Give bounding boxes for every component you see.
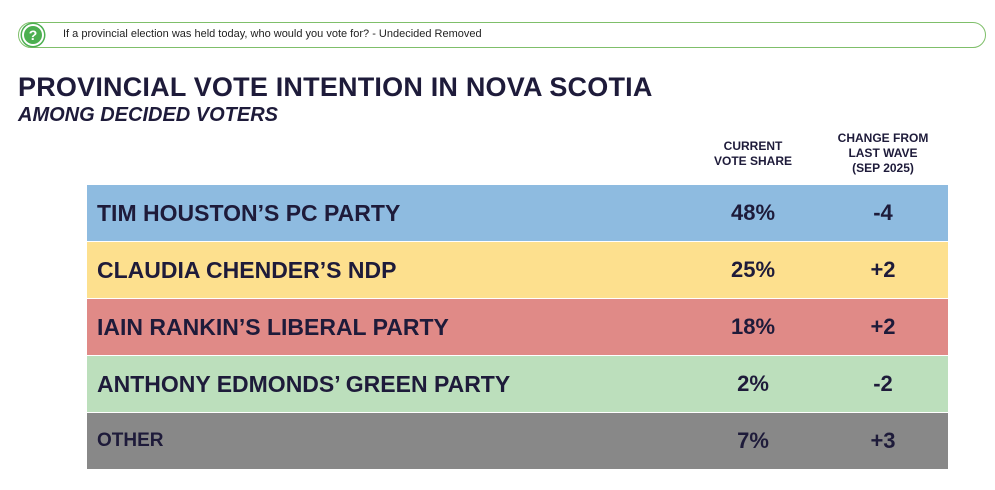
table-row: OTHER 7% +3 bbox=[87, 413, 948, 469]
party-name: ANTHONY EDMONDS’ GREEN PARTY bbox=[97, 371, 511, 397]
change-value: -2 bbox=[873, 371, 893, 396]
column-header-vote-share: CURRENT VOTE SHARE bbox=[713, 139, 792, 168]
table-row: IAIN RANKIN’S LIBERAL PARTY 18% +2 bbox=[87, 299, 948, 355]
party-name: CLAUDIA CHENDER’S NDP bbox=[97, 257, 397, 283]
column-header-change: CHANGE FROM LAST WAVE (SEP 2025) bbox=[837, 131, 929, 175]
vote-share-value: 48% bbox=[730, 200, 776, 225]
chart-title: PROVINCIAL VOTE INTENTION IN NOVA SCOTIA bbox=[18, 72, 653, 102]
table-row: TIM HOUSTON’S PC PARTY 48% -4 bbox=[87, 185, 948, 241]
vote-share-value: 25% bbox=[730, 257, 776, 282]
chart-subtitle: AMONG DECIDED VOTERS bbox=[18, 104, 279, 126]
change-value: -4 bbox=[873, 200, 893, 225]
party-name: IAIN RANKIN’S LIBERAL PARTY bbox=[97, 314, 449, 340]
question-mark-icon: ? bbox=[22, 24, 44, 46]
vote-share-value: 18% bbox=[730, 314, 776, 339]
vote-share-value: 2% bbox=[737, 371, 769, 396]
vote-table: TIM HOUSTON’S PC PARTY 48% -4 CLAUDIA CH… bbox=[87, 185, 948, 470]
question-bar: ? If a provincial election was held toda… bbox=[18, 22, 986, 48]
table-row: ANTHONY EDMONDS’ GREEN PARTY 2% -2 bbox=[87, 356, 948, 412]
change-value: +2 bbox=[870, 314, 896, 339]
party-name: TIM HOUSTON’S PC PARTY bbox=[97, 200, 401, 226]
table-row: CLAUDIA CHENDER’S NDP 25% +2 bbox=[87, 242, 948, 298]
question-text: If a provincial election was held today,… bbox=[63, 28, 482, 40]
change-value: +2 bbox=[870, 257, 896, 282]
vote-share-value: 7% bbox=[737, 428, 769, 453]
party-name: OTHER bbox=[97, 430, 164, 451]
change-value: +3 bbox=[870, 428, 896, 453]
